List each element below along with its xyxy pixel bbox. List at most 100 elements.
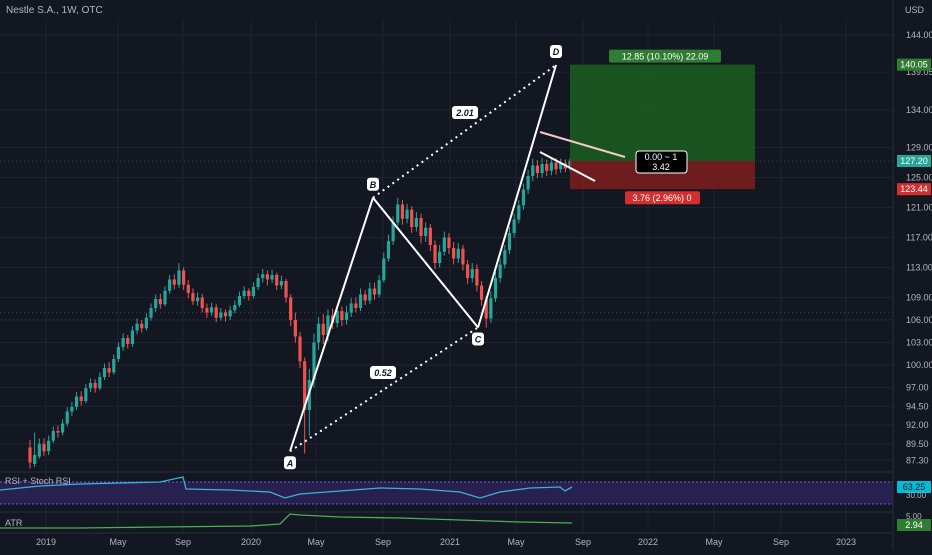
candle-body: [84, 388, 88, 401]
candle-body: [182, 270, 186, 285]
point-label-bg: [550, 45, 562, 58]
point-label-C: C: [475, 335, 482, 345]
y-tick-label: 106.00: [906, 315, 932, 325]
candle-body: [242, 290, 246, 296]
candle-body: [219, 312, 223, 318]
candle-body: [321, 323, 325, 335]
x-tick-label: May: [109, 537, 127, 547]
stop-label: 3.76 (2.96%) 0: [632, 193, 691, 203]
candle-body: [293, 320, 297, 337]
rr-box: [635, 150, 688, 174]
candle-body: [33, 455, 37, 464]
candle-body: [251, 287, 256, 296]
candle-body: [209, 307, 214, 313]
atr-tick-label: 5.00: [906, 512, 922, 521]
candle-body: [154, 299, 158, 308]
price-badge-bg: [897, 155, 931, 167]
y-tick-label: 109.00: [906, 293, 932, 303]
candle-body: [102, 368, 107, 377]
candle-body: [372, 288, 377, 295]
candle-body: [312, 342, 316, 380]
candle-body: [158, 299, 162, 305]
y-tick-label: 121.00: [906, 203, 932, 213]
candle-body: [377, 280, 381, 295]
candle-body: [195, 297, 200, 302]
x-tick-label: May: [507, 537, 525, 547]
ratio-label-bg: [370, 366, 396, 379]
y-tick-label: 134.00: [906, 105, 932, 115]
x-tick-label: 2019: [36, 537, 56, 547]
candle-body: [247, 290, 251, 296]
y-tick-label: 129.00: [906, 143, 932, 153]
ratio-label-bg: [452, 106, 478, 119]
x-tick-label: 2023: [836, 537, 856, 547]
candle-body: [526, 176, 530, 190]
point-label-bg: [367, 177, 379, 191]
rsi-line: [0, 476, 573, 499]
x-tick-label: 2021: [440, 537, 460, 547]
chart-title: Nestle S.A., 1W, OTC: [6, 5, 103, 16]
pattern-leg: [289, 197, 374, 452]
candle-body: [428, 227, 432, 245]
candle-body: [140, 323, 144, 329]
rsi-badge-bg: [897, 481, 931, 493]
candle-body: [60, 423, 65, 433]
candle-body: [121, 338, 125, 347]
x-tick-label: Sep: [773, 537, 789, 547]
candle-body: [149, 308, 153, 318]
candle-body: [326, 315, 330, 335]
y-tick-label: 100.00: [906, 360, 932, 370]
candle-body: [549, 162, 553, 171]
y-tick-label: 144.00: [906, 30, 932, 40]
candle-body: [447, 237, 451, 248]
rsi-band: [0, 482, 893, 504]
candle-body: [205, 308, 209, 313]
rr-label-line2: 3.42: [652, 162, 670, 172]
candle-body: [279, 281, 283, 286]
candle-body: [256, 278, 260, 287]
wedge-upper-line: [539, 131, 626, 158]
candle-body: [465, 264, 470, 278]
candle-body: [223, 312, 228, 317]
candle-body: [559, 163, 563, 170]
candle-body: [172, 279, 176, 285]
x-tick-label: May: [705, 537, 723, 547]
target-label: 12.85 (10.10%) 22.09: [622, 52, 709, 62]
candle-body: [438, 251, 442, 263]
candle-body: [186, 284, 190, 293]
pattern-leg: [372, 197, 479, 329]
candle-body: [503, 250, 507, 265]
x-tick-label: Sep: [575, 537, 591, 547]
candle-body: [489, 298, 493, 319]
candle-body: [386, 241, 391, 259]
candle-body: [456, 248, 460, 259]
candle-body: [405, 209, 409, 219]
candle-body: [391, 222, 395, 242]
currency-label[interactable]: USD: [904, 5, 924, 15]
candle-body: [237, 296, 242, 305]
candle-body: [419, 218, 423, 236]
candle-body: [507, 233, 512, 251]
candle-body: [498, 264, 502, 278]
candle-body: [531, 165, 535, 176]
price-badge-bg: [897, 183, 931, 196]
x-tick-label: May: [307, 537, 325, 547]
atr-value: 2.94: [905, 520, 923, 530]
candle-body: [354, 303, 358, 308]
wedge-lower-line: [539, 151, 596, 182]
candle-body: [452, 248, 456, 259]
candle-body: [168, 279, 172, 291]
y-tick-label: 139.05: [906, 67, 932, 77]
x-tick-label: 2020: [241, 537, 261, 547]
price-badge: 127.20: [900, 156, 928, 166]
candle-body: [200, 297, 204, 308]
candle-body: [414, 218, 418, 227]
y-tick-label: 94.50: [906, 401, 929, 411]
candle-body: [51, 431, 55, 441]
candle-body: [126, 338, 130, 344]
price-badge-bg: [897, 58, 931, 71]
atr-badge-bg: [897, 519, 931, 531]
point-label-bg: [284, 456, 296, 470]
